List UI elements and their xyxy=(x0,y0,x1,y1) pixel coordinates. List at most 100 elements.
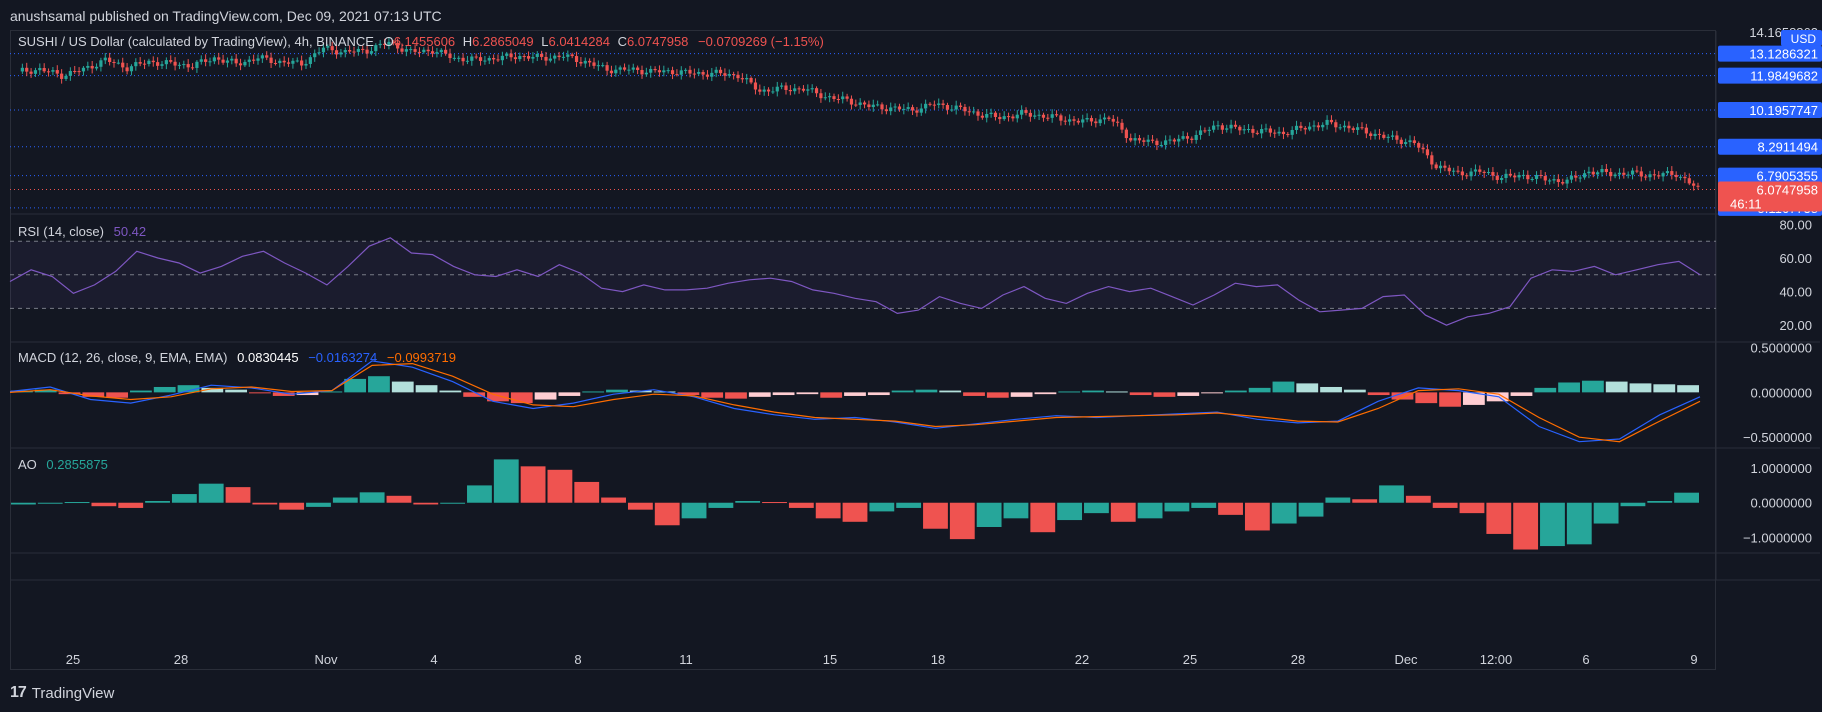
candle-body xyxy=(1020,110,1024,115)
candle-body xyxy=(1635,170,1639,172)
macd-histogram-bar xyxy=(844,392,866,396)
candle-body xyxy=(880,104,884,110)
ao-histogram-bar xyxy=(1003,502,1029,519)
candle-body xyxy=(714,69,718,73)
candle-body xyxy=(1133,138,1137,141)
candle-body xyxy=(99,60,103,67)
macd-histogram-bar xyxy=(1629,383,1652,393)
ao-histogram-bar xyxy=(91,502,117,507)
ao-name: AO xyxy=(18,457,37,472)
candle-body xyxy=(941,103,945,105)
rsi-band-fill xyxy=(10,241,1716,309)
candle-body xyxy=(169,60,173,62)
candle-body xyxy=(540,53,544,57)
macd-histogram-bar xyxy=(439,390,462,393)
candle-body xyxy=(579,61,583,64)
candle-body xyxy=(404,49,408,52)
ao-histogram-bar xyxy=(923,502,948,529)
brand-name[interactable]: TradingView xyxy=(31,684,115,702)
candle-body xyxy=(352,51,356,53)
candle-body xyxy=(889,107,893,112)
time-axis-label: 4 xyxy=(430,652,437,667)
candle-body xyxy=(483,60,487,62)
candle-body xyxy=(1369,133,1373,137)
candle-body xyxy=(1639,171,1643,177)
candle-body xyxy=(1665,171,1670,174)
candle-body xyxy=(1678,176,1683,178)
candle-body xyxy=(553,55,557,59)
price-level-badge xyxy=(1718,67,1822,84)
candle-body xyxy=(771,91,775,93)
candle-body xyxy=(749,77,753,83)
ao-histogram-bar xyxy=(1513,502,1539,550)
candle-body xyxy=(487,57,491,61)
candle-body xyxy=(112,61,116,63)
macd-histogram-bar xyxy=(677,392,700,396)
currency-label: USD xyxy=(1791,32,1817,46)
macd-histogram-bar xyxy=(1677,385,1699,393)
candle-body xyxy=(1652,174,1656,176)
macd-histogram-bar xyxy=(1462,392,1485,405)
macd-signal-value: −0.0993719 xyxy=(386,350,456,365)
candle-body xyxy=(1491,172,1495,176)
macd-axis-label: 0.5000000 xyxy=(1751,340,1812,355)
macd-histogram-bar xyxy=(1177,392,1200,396)
candle-body xyxy=(1438,165,1443,169)
candle-body xyxy=(522,56,526,58)
change-value: −0.0709269 (−1.15%) xyxy=(698,34,824,49)
candle-body xyxy=(1098,119,1102,124)
candle-body xyxy=(369,51,374,54)
rsi-legend: RSI (14, close) 50.42 xyxy=(18,224,146,239)
candle-body xyxy=(557,55,561,58)
candle-body xyxy=(535,53,539,57)
candle-body xyxy=(1617,172,1622,175)
candle-body xyxy=(1417,143,1421,148)
candle-body xyxy=(797,88,801,90)
candle-body xyxy=(1534,174,1539,179)
candle-body xyxy=(596,65,600,67)
candle-body xyxy=(526,56,531,59)
ao-histogram-bar xyxy=(413,502,439,505)
ao-histogram-bar xyxy=(601,497,626,503)
macd-histogram-bar xyxy=(249,392,271,394)
candle-body xyxy=(300,60,304,66)
ao-histogram-bar xyxy=(949,502,975,540)
candle-body xyxy=(204,59,208,62)
candle-body xyxy=(745,77,749,80)
candle-body xyxy=(1578,177,1582,179)
macd-histogram-bar xyxy=(344,378,367,393)
candle-body xyxy=(286,62,291,64)
candle-body xyxy=(1159,144,1163,146)
ao-histogram-bar xyxy=(1593,502,1619,524)
candle-body xyxy=(147,60,151,65)
candle-body xyxy=(1495,175,1499,180)
candle-body xyxy=(1268,128,1272,133)
ao-histogram-bar xyxy=(11,502,36,505)
macd-histogram-bar xyxy=(272,392,295,396)
candle-body xyxy=(1325,119,1329,125)
time-axis-label: 25 xyxy=(66,652,80,667)
candle-body xyxy=(1102,117,1107,120)
candle-body xyxy=(998,117,1002,120)
candle-body xyxy=(116,62,120,64)
time-axis-label: 9 xyxy=(1690,652,1697,667)
candle-body xyxy=(129,66,134,72)
candle-body xyxy=(1107,117,1111,119)
candle-body xyxy=(841,96,845,100)
candle-body xyxy=(758,89,762,92)
candle-body xyxy=(823,97,827,99)
macd-name: MACD (12, 26, close, 9, EMA, EMA) xyxy=(18,350,228,365)
price-level-label: 13.1286321 xyxy=(1749,47,1818,62)
price-legend: SUSHI / US Dollar (calculated by Trading… xyxy=(18,34,824,49)
current-price-badge xyxy=(1718,181,1822,212)
candle-body xyxy=(1294,125,1299,131)
candle-body xyxy=(426,49,430,52)
rsi-axis-label: 20.00 xyxy=(1779,318,1812,333)
rsi-axis-label: 40.00 xyxy=(1779,285,1812,300)
candle-body xyxy=(862,102,867,105)
candle-body xyxy=(492,57,496,60)
ao-histogram-bar xyxy=(332,497,358,503)
macd-histogram-bar xyxy=(1605,381,1628,393)
candle-body xyxy=(1129,138,1133,141)
